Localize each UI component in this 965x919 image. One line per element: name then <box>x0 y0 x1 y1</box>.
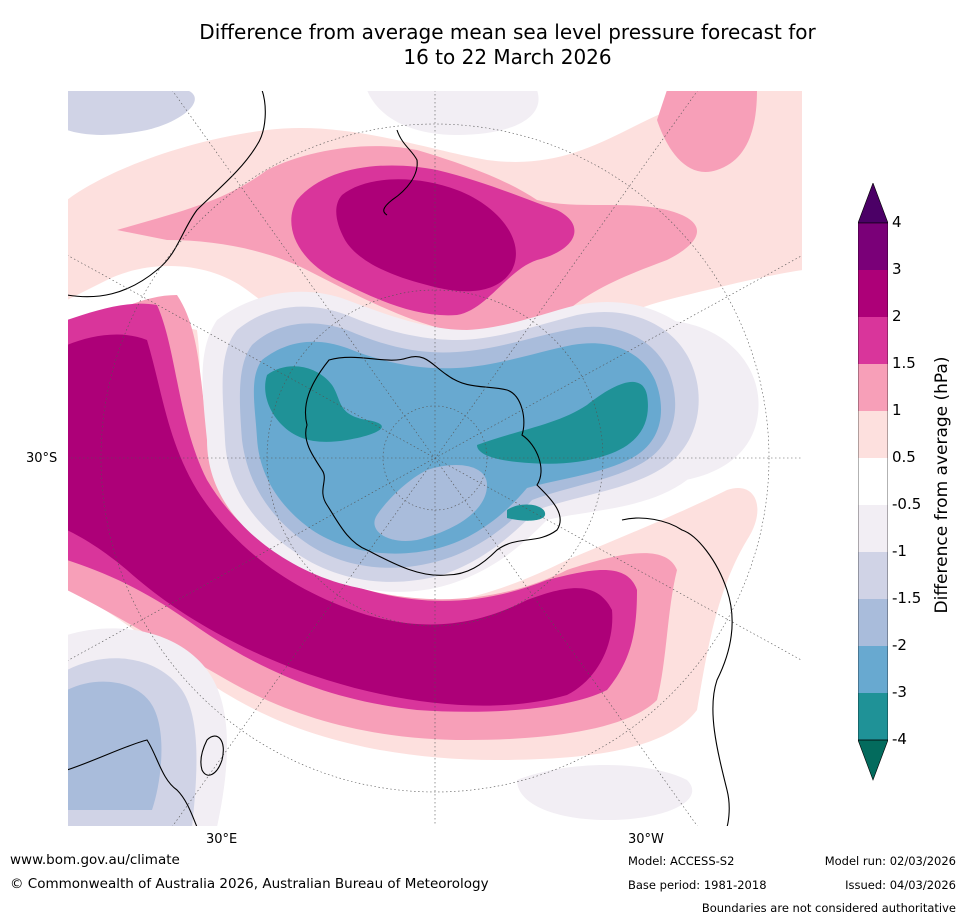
colorbar-tick-label: -3 <box>892 683 907 701</box>
colorbar-bin <box>858 223 888 271</box>
colorbar-bin <box>858 317 888 365</box>
colorbar-bin <box>858 458 888 506</box>
colorbar-tick-label: -1 <box>892 542 907 560</box>
colorbar-bin <box>858 646 888 694</box>
colorbar-bin <box>858 505 888 553</box>
colorbar-tick-label: 1.5 <box>892 354 916 372</box>
copyright-text: © Commonwealth of Australia 2026, Austra… <box>10 876 489 892</box>
anomaly-neg-ant-3c <box>507 504 546 521</box>
anomaly-pos-nz-2 <box>336 179 516 292</box>
colorbar-bin <box>858 552 888 600</box>
colorbar-frame <box>858 222 888 741</box>
colorbar-label: Difference from average (hPa) <box>932 356 952 614</box>
title-line-2: 16 to 22 March 2026 <box>403 45 612 69</box>
colorbar-bin <box>858 270 888 318</box>
antarctica-coast <box>304 356 561 576</box>
pressure-anomaly-map <box>67 90 803 827</box>
anomaly-neg-se-05 <box>517 765 693 820</box>
lon-label-30e: 30°E <box>206 832 238 847</box>
anomaly-pos-ne-1 <box>657 90 757 172</box>
anomaly-neg-ant-3b <box>477 381 648 464</box>
colorbar-bin <box>858 599 888 647</box>
south-america-coast <box>621 517 733 827</box>
madagascar-coast <box>200 735 224 776</box>
anomaly-neg-ant-3a <box>265 366 382 442</box>
colorbar-tick-label: -0.5 <box>892 495 922 513</box>
anomaly-neg-ant-2 <box>253 341 662 554</box>
website-link[interactable]: www.bom.gov.au/climate <box>10 852 180 868</box>
chart-title: Difference from average mean sea level p… <box>0 20 965 70</box>
colorbar-tick-label: 3 <box>892 260 902 278</box>
colorbar-bin <box>858 411 888 459</box>
anomaly-neg-ant-15-inner <box>374 465 487 541</box>
colorbar <box>858 183 888 781</box>
colorbar-tick-label: 1 <box>892 401 902 419</box>
lon-label-30w: 30°W <box>628 832 664 847</box>
colorbar-tick-label: -2 <box>892 636 907 654</box>
colorbar-tick-label: -1.5 <box>892 589 922 607</box>
australia-coast <box>67 90 266 298</box>
colorbar-tick-label: 4 <box>892 213 902 231</box>
graticule <box>67 90 803 827</box>
africa-coast <box>67 739 198 827</box>
colorbar-bin <box>858 693 888 741</box>
model-run-text: Model run: 02/03/2026 <box>824 854 956 868</box>
colorbar-tick-label: -4 <box>892 730 907 748</box>
colorbar-tick-label: 0.5 <box>892 448 916 466</box>
disclaimer-text: Boundaries are not considered authoritat… <box>701 901 956 915</box>
colorbar-tick-label: 2 <box>892 307 902 325</box>
anomaly-neg-topleft <box>67 90 195 135</box>
issued-text: Issued: 04/03/2026 <box>845 878 956 892</box>
lat-label-30s: 30°S <box>26 451 58 466</box>
colorbar-extend-max <box>858 183 888 224</box>
colorbar-extend-min <box>858 739 888 781</box>
title-line-1: Difference from average mean sea level p… <box>199 20 816 44</box>
anomaly-neg-topleft-light <box>367 90 539 135</box>
coastlines <box>67 90 733 827</box>
model-text: Model: ACCESS-S2 <box>628 854 735 868</box>
base-period-text: Base period: 1981-2018 <box>628 878 767 892</box>
anomaly-pos-arc-2 <box>67 334 613 706</box>
new-zealand-coast <box>383 129 418 216</box>
colorbar-bin <box>858 364 888 412</box>
anomaly-neg-sw-15 <box>67 681 162 810</box>
